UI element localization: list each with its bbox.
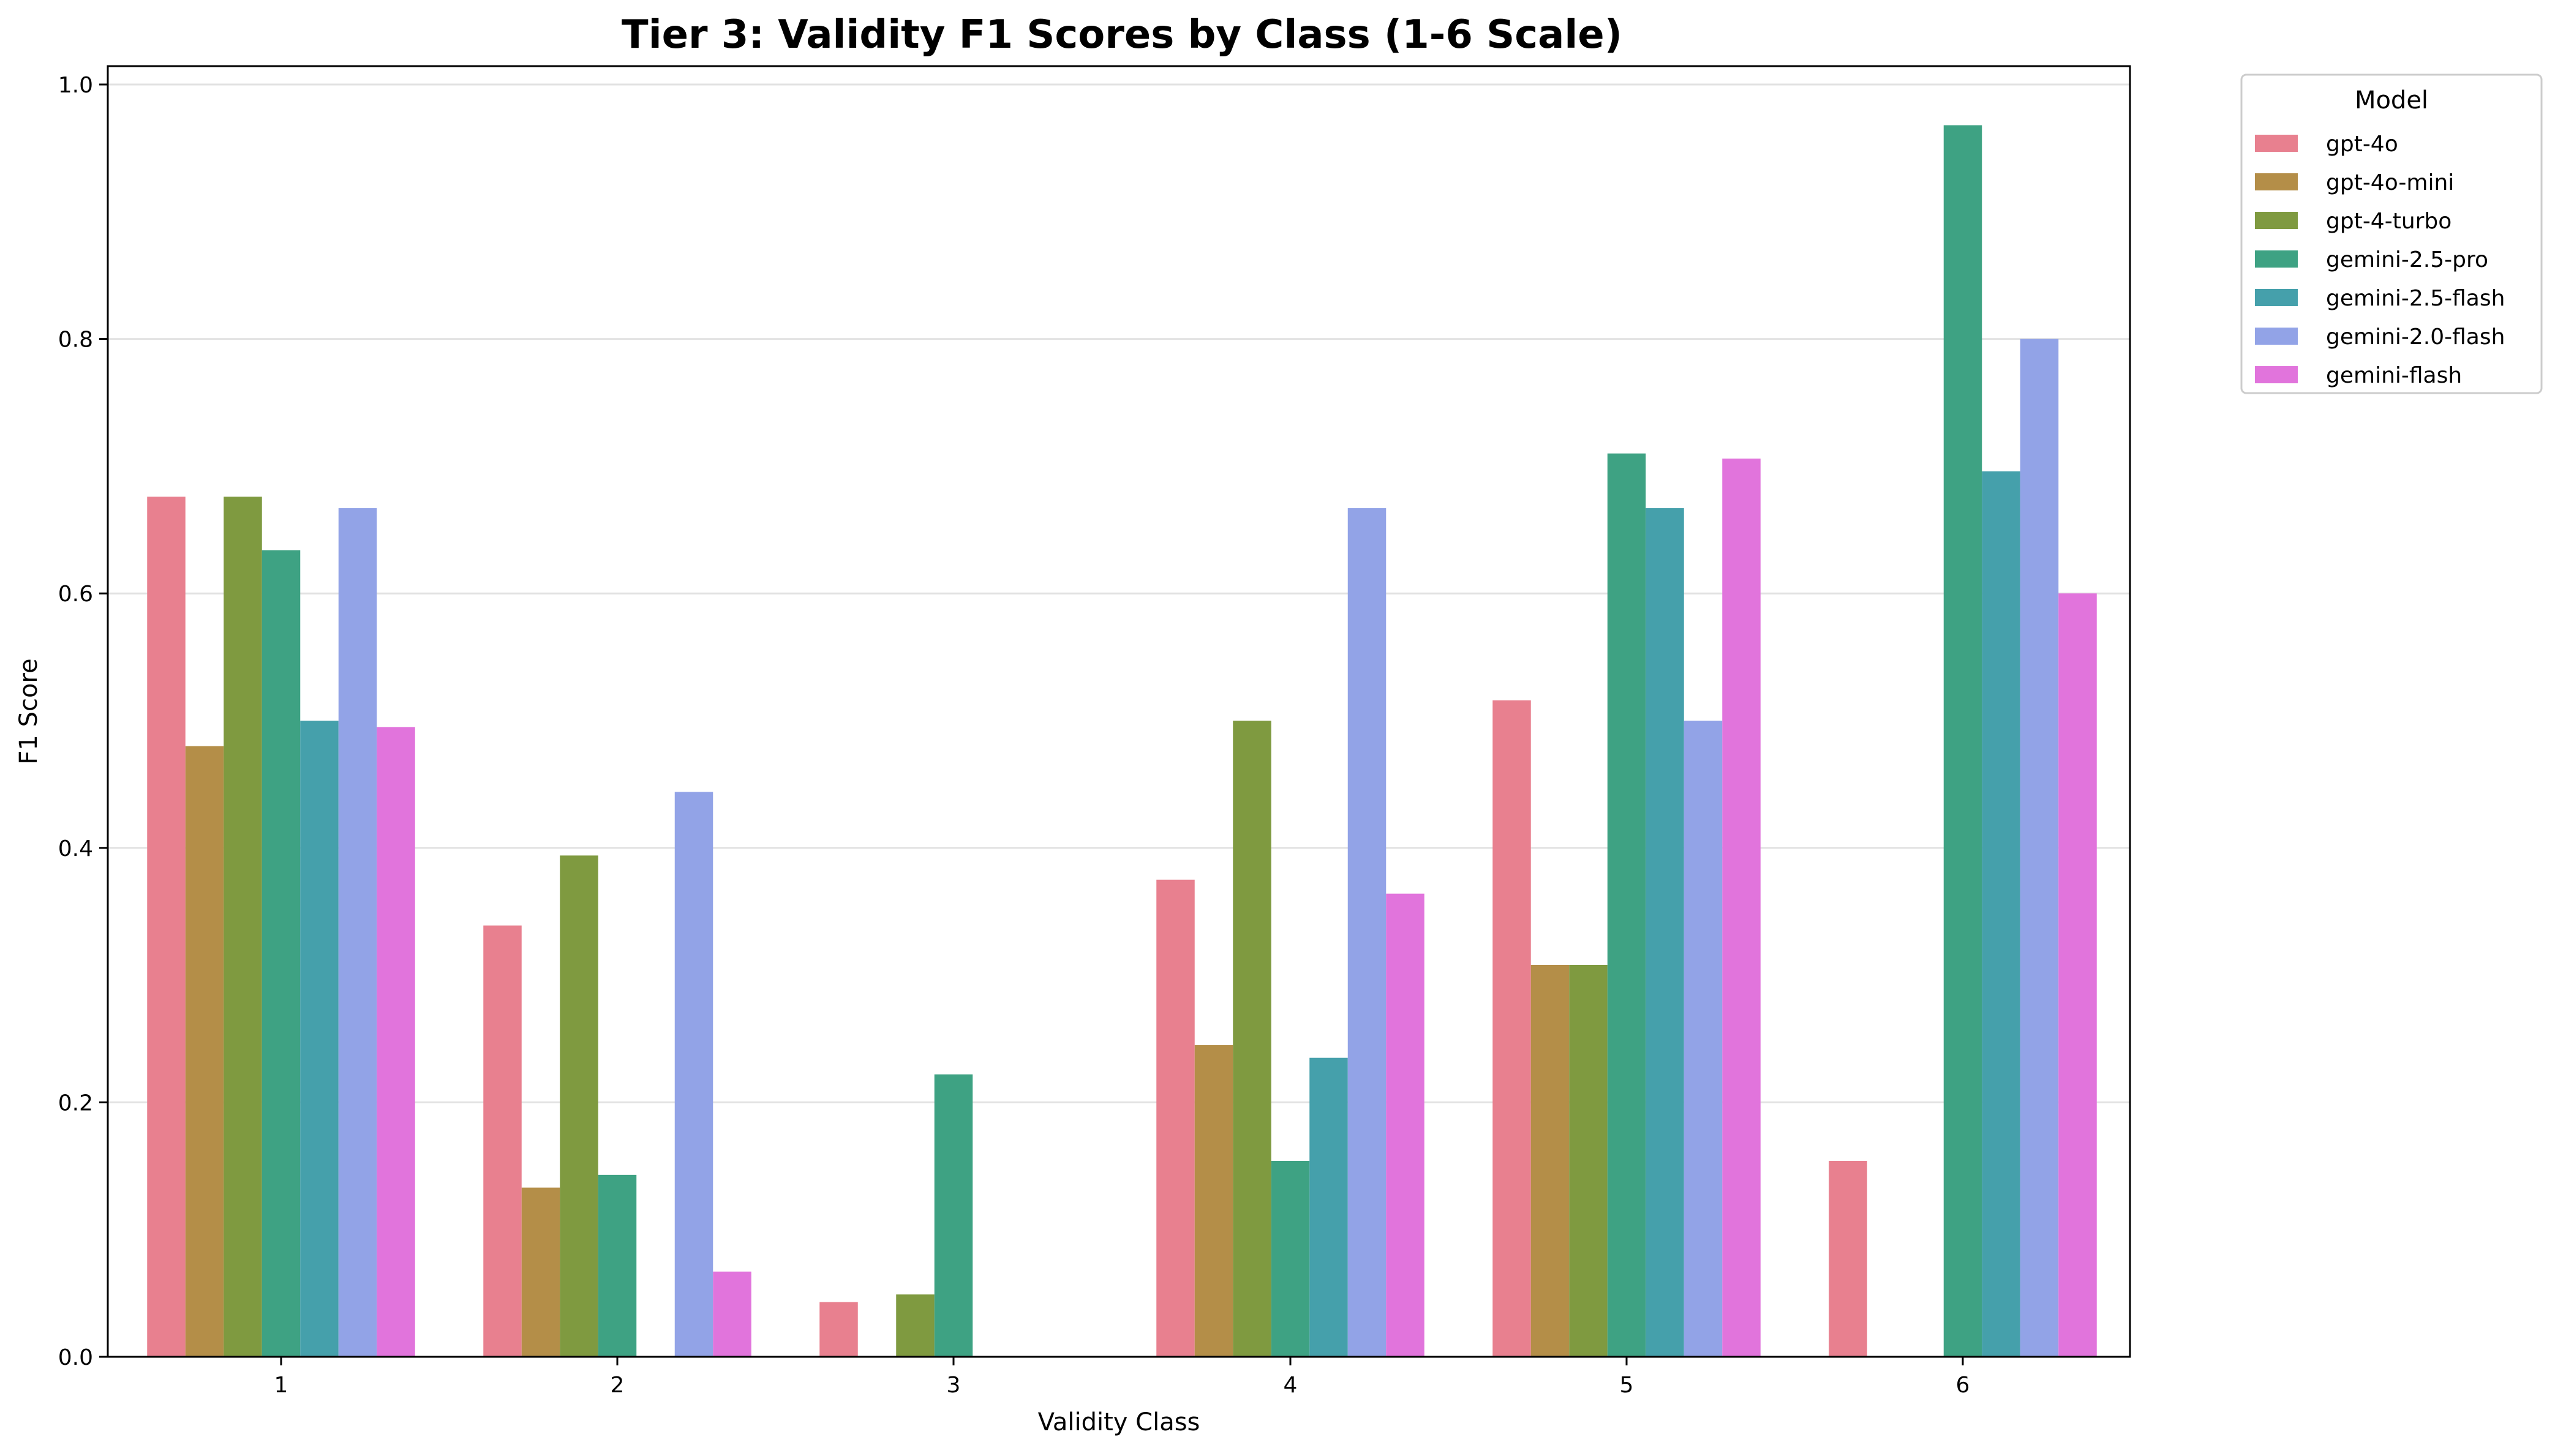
bar-gpt-4o-class-5 — [1492, 700, 1531, 1357]
bar-gpt-4-turbo-class-5 — [1569, 964, 1608, 1357]
legend: Model gpt-4o gpt-4o-mini gpt-4-turbo gemini… — [2240, 73, 2543, 394]
bar-gemini-2.5-flash-class-5 — [1646, 508, 1684, 1357]
legend-label-gemini-flash: gemini-flash — [2326, 363, 2462, 388]
bar-gpt-4o-mini-class-4 — [1194, 1045, 1233, 1357]
bar-gemini-2.5-pro-class-2 — [598, 1174, 637, 1357]
legend-swatch-gemini-2.5-pro — [2255, 250, 2298, 268]
legend-label-gemini-2.5-pro: gemini-2.5-pro — [2326, 247, 2488, 272]
legend-swatch-gpt-4o — [2255, 135, 2298, 152]
chart-title: Tier 3: Validity F1 Scores by Class (1-6… — [622, 12, 1622, 58]
bar-gemini-2.0-flash-class-5 — [1684, 721, 1723, 1357]
bar-gemini-flash-class-5 — [1722, 458, 1761, 1357]
bar-gemini-2.5-flash-class-6 — [1982, 471, 2020, 1357]
bar-gpt-4o-class-3 — [819, 1302, 858, 1357]
bar-gpt-4o-mini-class-1 — [185, 746, 224, 1357]
bar-gpt-4o-class-4 — [1156, 879, 1195, 1357]
bar-gemini-2.5-pro-class-1 — [262, 550, 301, 1357]
plot-frame — [107, 65, 2131, 1358]
y-tick-label: 0.2 — [58, 1090, 93, 1116]
bar-gemini-flash-class-6 — [2058, 593, 2097, 1357]
y-axis-label: F1 Score — [15, 658, 43, 764]
y-tick-label: 0.0 — [58, 1345, 93, 1370]
y-axis: 0.0 0.2 0.4 0.6 0.8 1.0 — [58, 73, 108, 1370]
bar-gpt-4-turbo-class-3 — [896, 1294, 935, 1357]
legend-swatch-gpt-4o-mini — [2255, 173, 2298, 190]
y-tick-label: 0.6 — [58, 582, 93, 607]
bar-gemini-2.5-pro-class-6 — [1943, 125, 1982, 1357]
legend-label-gpt-4-turbo: gpt-4-turbo — [2326, 209, 2452, 234]
bar-gemini-2.5-flash-class-4 — [1309, 1057, 1348, 1357]
bar-gemini-2.0-flash-class-6 — [2020, 339, 2059, 1357]
x-tick-label: 6 — [1956, 1373, 1970, 1398]
x-tick-label: 1 — [274, 1373, 288, 1398]
legend-label-gemini-2.5-flash: gemini-2.5-flash — [2326, 286, 2505, 311]
bar-gemini-2.0-flash-class-1 — [338, 508, 377, 1357]
legend-label-gpt-4o-mini: gpt-4o-mini — [2326, 170, 2454, 195]
legend-swatch-gemini-flash — [2255, 366, 2298, 383]
bar-gpt-4o-class-2 — [483, 925, 522, 1357]
y-tick-label: 1.0 — [58, 73, 93, 98]
bar-gpt-4o-mini-class-2 — [521, 1187, 560, 1357]
y-tick-label: 0.8 — [58, 328, 93, 353]
bar-gpt-4o-mini-class-5 — [1530, 964, 1570, 1357]
bar-gpt-4-turbo-class-1 — [224, 497, 262, 1357]
bar-gemini-2.5-pro-class-4 — [1271, 1160, 1310, 1357]
legend-title: Model — [2355, 86, 2428, 114]
x-tick-label: 5 — [1620, 1373, 1634, 1398]
legend-label-gpt-4o: gpt-4o — [2326, 132, 2398, 157]
bar-gemini-flash-class-1 — [377, 727, 415, 1357]
bars — [147, 125, 2097, 1357]
bar-gemini-flash-class-4 — [1386, 893, 1424, 1357]
legend-label-gemini-2.0-flash: gemini-2.0-flash — [2326, 325, 2505, 350]
bar-gemini-2.5-pro-class-3 — [934, 1074, 973, 1357]
bar-gpt-4-turbo-class-2 — [560, 855, 598, 1357]
legend-swatch-gemini-2.5-flash — [2255, 289, 2298, 306]
x-tick-label: 3 — [947, 1373, 961, 1398]
bar-gemini-flash-class-2 — [713, 1271, 751, 1357]
bar-gpt-4-turbo-class-4 — [1233, 721, 1271, 1357]
x-tick-label: 2 — [611, 1373, 625, 1398]
bar-gemini-2.0-flash-class-2 — [674, 792, 713, 1357]
bar-gpt-4o-class-6 — [1829, 1160, 1867, 1357]
x-axis-label: Validity Class — [1038, 1408, 1200, 1436]
bar-gpt-4o-class-1 — [147, 497, 186, 1357]
bar-gemini-2.5-pro-class-5 — [1607, 453, 1646, 1357]
bar-gemini-2.0-flash-class-4 — [1347, 508, 1387, 1357]
legend-items: gpt-4o gpt-4o-mini gpt-4-turbo gemini-2.5-p… — [2255, 132, 2505, 388]
legend-swatch-gpt-4-turbo — [2255, 212, 2298, 229]
y-tick-label: 0.4 — [58, 836, 93, 861]
legend-box — [2240, 73, 2543, 394]
x-tick-label: 4 — [1284, 1373, 1298, 1398]
legend-swatch-gemini-2.0-flash — [2255, 328, 2298, 345]
bar-gemini-2.5-flash-class-1 — [300, 721, 339, 1357]
x-axis: 1 2 3 4 5 6 — [274, 1357, 1970, 1398]
